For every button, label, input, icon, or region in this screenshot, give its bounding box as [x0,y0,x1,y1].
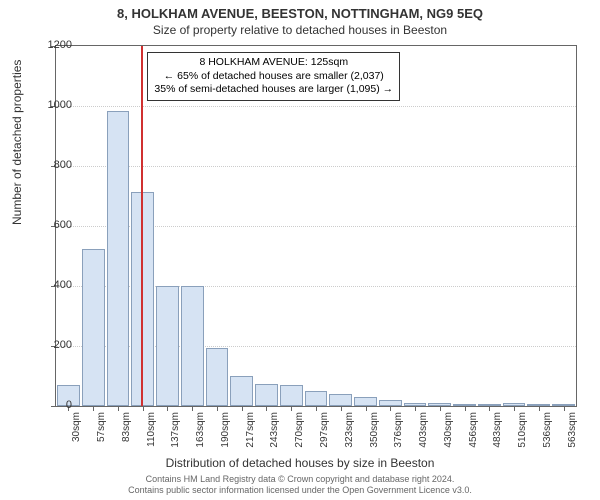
gridline [56,106,576,107]
xtick-mark [93,406,94,411]
xtick-mark [539,406,540,411]
xtick-mark [415,406,416,411]
ytick-label: 0 [32,399,72,411]
histogram-bar [107,111,130,407]
xtick-label: 483sqm [492,412,503,448]
ytick-label: 600 [32,219,72,231]
histogram-bar [255,384,278,407]
xtick-label: 297sqm [319,412,330,448]
xtick-label: 57sqm [96,412,107,442]
chart-plot-area: 8 HOLKHAM AVENUE: 125sqm← 65% of detache… [55,45,577,407]
xtick-label: 350sqm [369,412,380,448]
xtick-mark [366,406,367,411]
xtick-label: 563sqm [567,412,578,448]
ytick-label: 200 [32,339,72,351]
xtick-mark [564,406,565,411]
ytick-label: 800 [32,159,72,171]
xtick-mark [489,406,490,411]
xtick-mark [440,406,441,411]
histogram-bar [82,249,105,407]
xtick-label: 190sqm [220,412,231,448]
xtick-label: 510sqm [517,412,528,448]
xtick-mark [118,406,119,411]
xtick-label: 456sqm [468,412,479,448]
xtick-label: 110sqm [146,412,157,447]
histogram-bar [206,348,229,407]
xtick-mark [167,406,168,411]
xtick-mark [341,406,342,411]
property-marker-line [141,46,143,406]
info-box-line3: 35% of semi-detached houses are larger (… [154,83,393,97]
xtick-label: 137sqm [170,412,181,448]
info-box-line1: 8 HOLKHAM AVENUE: 125sqm [154,56,393,70]
ytick-label: 400 [32,279,72,291]
xtick-label: 376sqm [393,412,404,448]
xtick-label: 323sqm [344,412,355,448]
histogram-bar [329,394,352,406]
xtick-label: 270sqm [294,412,305,448]
x-axis-label: Distribution of detached houses by size … [0,456,600,470]
histogram-bar [230,376,253,406]
chart-title-address: 8, HOLKHAM AVENUE, BEESTON, NOTTINGHAM, … [0,0,600,21]
ytick-label: 1200 [32,39,72,51]
xtick-label: 83sqm [121,412,132,442]
y-axis-label: Number of detached properties [10,60,24,225]
xtick-label: 430sqm [443,412,454,448]
chart-subtitle: Size of property relative to detached ho… [0,21,600,37]
info-box-line2: ← 65% of detached houses are smaller (2,… [154,70,393,84]
xtick-label: 217sqm [245,412,256,448]
histogram-bar [181,286,204,406]
histogram-bar [305,391,328,406]
footer-line2: Contains public sector information licen… [0,485,600,496]
xtick-mark [465,406,466,411]
xtick-mark [266,406,267,411]
histogram-bar [156,286,179,406]
ytick-label: 1000 [32,99,72,111]
xtick-mark [316,406,317,411]
info-box: 8 HOLKHAM AVENUE: 125sqm← 65% of detache… [147,52,400,101]
xtick-mark [390,406,391,411]
footer-line1: Contains HM Land Registry data © Crown c… [0,474,600,485]
xtick-label: 536sqm [542,412,553,448]
xtick-mark [192,406,193,411]
xtick-mark [291,406,292,411]
gridline [56,166,576,167]
xtick-mark [217,406,218,411]
xtick-mark [514,406,515,411]
histogram-bar [280,385,303,406]
xtick-mark [242,406,243,411]
xtick-mark [143,406,144,411]
xtick-label: 403sqm [418,412,429,448]
histogram-bar [354,397,377,406]
xtick-label: 163sqm [195,412,206,448]
xtick-label: 243sqm [269,412,280,448]
xtick-label: 30sqm [71,412,82,442]
footer-attribution: Contains HM Land Registry data © Crown c… [0,474,600,496]
